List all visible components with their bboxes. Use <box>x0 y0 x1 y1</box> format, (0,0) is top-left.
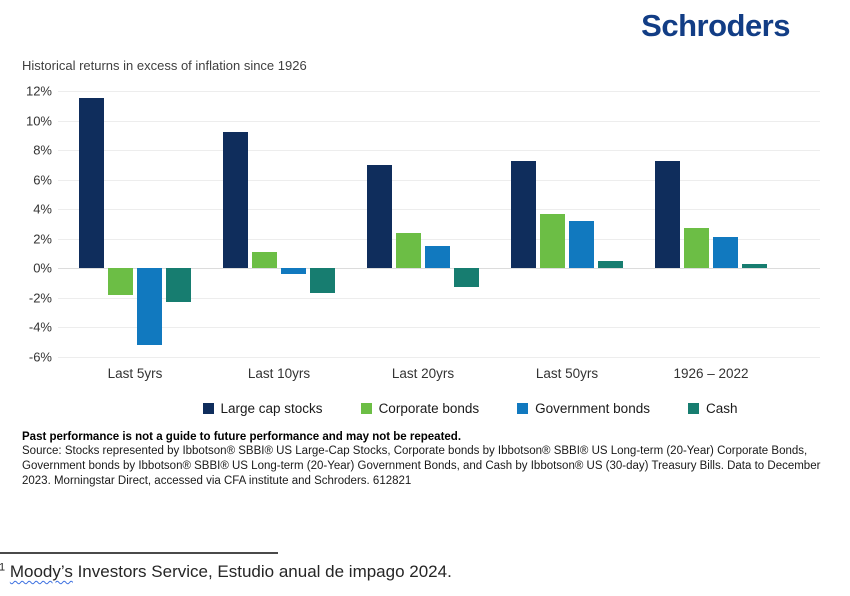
y-axis-tick-label: -6% <box>28 349 52 365</box>
bar <box>713 237 738 269</box>
bar <box>511 160 536 269</box>
bar <box>684 228 709 269</box>
bar <box>137 268 162 346</box>
bar <box>367 164 392 269</box>
legend-swatch-icon <box>517 403 529 414</box>
legend-item: Corporate bonds <box>360 401 480 416</box>
y-axis-tick-label: 2% <box>33 231 52 247</box>
legend-swatch-icon <box>360 403 372 414</box>
chart-legend: Large cap stocks Corporate bonds Governmen… <box>90 401 850 416</box>
footnote-text: Investors Service, Estudio anual de impa… <box>72 562 452 581</box>
chart-title: Historical returns in excess of inflatio… <box>22 58 307 73</box>
bar <box>108 268 133 295</box>
schroders-logo: Schroders <box>641 8 790 43</box>
legend-label: Corporate bonds <box>378 401 480 416</box>
gridline <box>58 91 820 92</box>
x-axis-category-label: 1926 – 2022 <box>673 366 749 381</box>
bar <box>742 263 767 269</box>
gridline <box>58 120 820 122</box>
bar <box>396 232 421 269</box>
y-axis-tick-label: -2% <box>28 290 52 306</box>
gridline <box>58 297 820 299</box>
source-note: Source: Stocks represented by Ibbotson® … <box>22 445 821 488</box>
bar <box>454 268 479 288</box>
bar <box>569 221 594 269</box>
bar <box>223 132 248 269</box>
gridline <box>58 238 820 240</box>
gridline <box>58 150 820 152</box>
legend-swatch-icon <box>687 403 699 414</box>
legend-item: Large cap stocks <box>202 401 323 416</box>
x-axis-category-label: Last 5yrs <box>107 366 163 381</box>
legend-label: Government bonds <box>535 401 650 416</box>
x-axis-category-label: Last 10yrs <box>247 366 311 381</box>
gridline <box>58 327 820 329</box>
chart-footnotes: Past performance is not a guide to futur… <box>22 431 824 490</box>
document-footnote: 1 Moody’s Investors Service, Estudio anu… <box>0 562 819 582</box>
past-performance-warning: Past performance is not a guide to futur… <box>22 431 462 443</box>
bar <box>281 268 306 275</box>
y-axis-tick-label: 6% <box>33 172 52 188</box>
x-axis-category-label: Last 50yrs <box>535 366 599 381</box>
bar <box>655 160 680 269</box>
bar <box>79 98 104 269</box>
x-axis-category-label: Last 20yrs <box>391 366 455 381</box>
bar <box>166 268 191 303</box>
legend-label: Cash <box>705 401 738 416</box>
y-axis-tick-label: -4% <box>28 319 52 335</box>
legend-swatch-icon <box>202 403 214 414</box>
y-axis-tick-label: 8% <box>33 142 52 158</box>
gridline <box>58 179 820 181</box>
legend-item: Cash <box>687 401 738 416</box>
legend-item: Government bonds <box>517 401 650 416</box>
bar <box>425 246 450 269</box>
footnote-misspelled-word: Moody’s <box>9 562 73 581</box>
bar <box>252 252 277 269</box>
y-axis-tick-label: 4% <box>33 201 52 217</box>
y-axis-tick-label: 0% <box>33 260 52 276</box>
y-axis-tick-label: 10% <box>25 113 52 129</box>
gridline <box>58 268 820 270</box>
bar <box>540 213 565 269</box>
legend-label: Large cap stocks <box>220 401 323 416</box>
footnote-marker: 1 <box>0 561 6 574</box>
gridline <box>58 209 820 211</box>
y-axis-tick-label: 12% <box>25 83 52 99</box>
bar <box>598 260 623 269</box>
gridline <box>58 357 820 358</box>
bar <box>310 268 335 294</box>
footnote-divider <box>0 552 278 554</box>
